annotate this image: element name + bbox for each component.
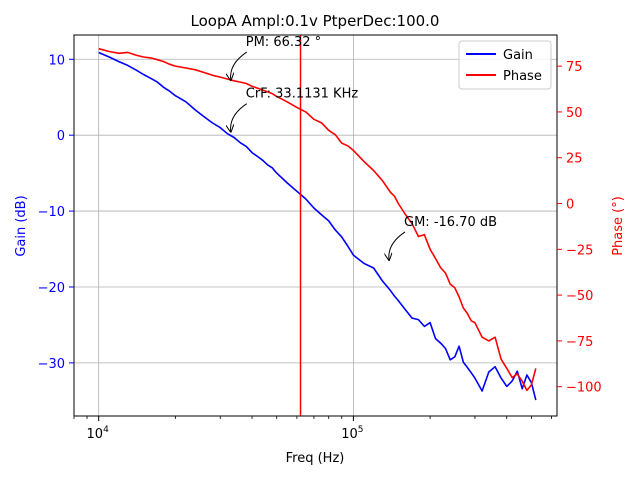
y-right-tick-label: 50	[566, 106, 583, 121]
y-right-tick-label: −100	[566, 381, 602, 396]
annotation-arrow	[231, 51, 248, 80]
y-axis-label-right: Phase (°)	[611, 196, 626, 256]
annotations: PM: 66.32 ° CrF: 33.1131 KHz GM: -16.70 dB	[231, 35, 497, 260]
y-right-tick-label: −75	[566, 335, 593, 350]
series-line-gain	[98, 51, 537, 401]
y-right-tick-label: 75	[566, 60, 583, 75]
y-right-tick-label: −50	[566, 289, 593, 304]
x-axis-label: Freq (Hz)	[286, 451, 345, 466]
annotation-label: GM: -16.70 dB	[404, 215, 497, 230]
annotation-arrow	[231, 103, 248, 132]
y-axis-label-left: Gain (dB)	[14, 195, 29, 256]
annotation-arrow	[389, 231, 406, 260]
y-right-tick-label: 25	[566, 152, 583, 167]
series-line-phase	[98, 47, 537, 392]
plot-area	[98, 35, 537, 416]
chart-title: LoopA Ampl:0.1v PtperDec:100.0	[191, 12, 440, 30]
legend: Gain Phase	[458, 40, 552, 90]
y-left-tick-label: −30	[38, 357, 65, 372]
y-left-tick-label: −20	[38, 281, 65, 296]
y-right-tick-label: 0	[566, 198, 574, 213]
annotation-label: PM: 66.32 °	[246, 35, 321, 50]
y-left-tick-label: 0	[57, 129, 65, 144]
annotation-label: CrF: 33.1131 KHz	[246, 87, 359, 102]
y-left-tick-label: 10	[48, 53, 65, 68]
legend-phase-label: Phase	[503, 69, 542, 84]
axes-frame	[73, 34, 558, 417]
y-right-tick-label: −25	[566, 243, 593, 258]
legend-gain-label: Gain	[503, 48, 533, 63]
y-left-tick-label: −10	[38, 205, 65, 220]
